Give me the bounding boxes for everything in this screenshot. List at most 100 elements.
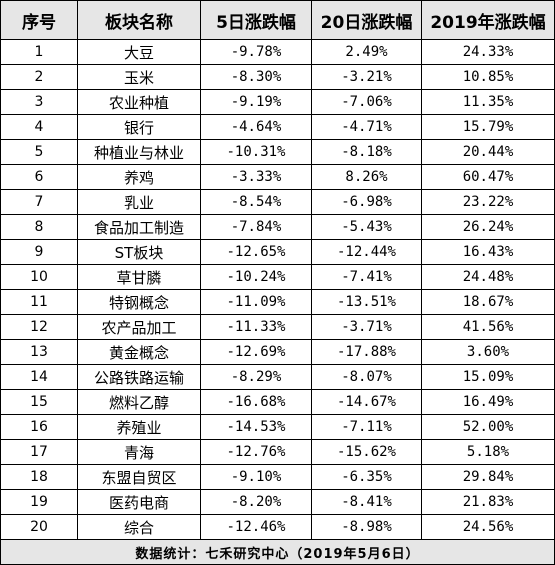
change-20day: -17.88%	[311, 339, 422, 365]
change-5day: -8.54%	[200, 189, 312, 215]
footer-row: 数据统计：七禾研究中心（2019年5月6日）	[0, 539, 555, 565]
sector-name: 公路铁路运输	[77, 364, 201, 390]
table-row: 10 草甘膦 -10.24% -7.41% 24.48%	[0, 264, 555, 290]
sector-name: 农业种植	[77, 89, 201, 115]
sector-name: 乳业	[77, 189, 201, 215]
change-5day: -7.84%	[200, 214, 312, 240]
row-index: 16	[0, 414, 78, 440]
sector-name: 医药电商	[77, 489, 201, 515]
sector-name: 黄金概念	[77, 339, 201, 365]
change-2019: 23.22%	[421, 189, 555, 215]
change-20day: 8.26%	[311, 164, 422, 190]
change-2019: 60.47%	[421, 164, 555, 190]
change-2019: 16.43%	[421, 239, 555, 265]
change-20day: -7.11%	[311, 414, 422, 440]
row-index: 7	[0, 189, 78, 215]
change-5day: -3.33%	[200, 164, 312, 190]
sector-name: 东盟自贸区	[77, 464, 201, 490]
change-2019: 41.56%	[421, 314, 555, 340]
sector-name: 种植业与林业	[77, 139, 201, 165]
table-row: 4 银行 -4.64% -4.71% 15.79%	[0, 114, 555, 140]
row-index: 5	[0, 139, 78, 165]
header-2019-change: 2019年涨跌幅	[421, 0, 555, 40]
change-5day: -8.29%	[200, 364, 312, 390]
sector-name: 食品加工制造	[77, 214, 201, 240]
change-2019: 11.35%	[421, 89, 555, 115]
row-index: 9	[0, 239, 78, 265]
table-row: 6 养鸡 -3.33% 8.26% 60.47%	[0, 164, 555, 190]
header-5day-change: 5日涨跌幅	[200, 0, 312, 40]
change-20day: -3.71%	[311, 314, 422, 340]
sector-name: 燃料乙醇	[77, 389, 201, 415]
row-index: 15	[0, 389, 78, 415]
sector-name: 养殖业	[77, 414, 201, 440]
row-index: 11	[0, 289, 78, 315]
table-row: 20 综合 -12.46% -8.98% 24.56%	[0, 514, 555, 540]
sector-name: 养鸡	[77, 164, 201, 190]
change-5day: -12.65%	[200, 239, 312, 265]
change-2019: 24.33%	[421, 39, 555, 65]
change-2019: 16.49%	[421, 389, 555, 415]
change-20day: -4.71%	[311, 114, 422, 140]
change-5day: -11.33%	[200, 314, 312, 340]
table-body: 1 大豆 -9.78% 2.49% 24.33% 2 玉米 -8.30% -3.21% 10.85…	[0, 39, 555, 540]
table-row: 9 ST板块 -12.65% -12.44% 16.43%	[0, 239, 555, 265]
sector-name: 草甘膦	[77, 264, 201, 290]
header-sector-name: 板块名称	[77, 0, 201, 40]
change-2019: 5.18%	[421, 439, 555, 465]
change-2019: 18.67%	[421, 289, 555, 315]
change-5day: -10.31%	[200, 139, 312, 165]
table-row: 5 种植业与林业 -10.31% -8.18% 20.44%	[0, 139, 555, 165]
row-index: 2	[0, 64, 78, 90]
sector-name: 特钢概念	[77, 289, 201, 315]
change-20day: -8.07%	[311, 364, 422, 390]
row-index: 13	[0, 339, 78, 365]
table-row: 1 大豆 -9.78% 2.49% 24.33%	[0, 39, 555, 65]
change-5day: -8.30%	[200, 64, 312, 90]
change-2019: 15.09%	[421, 364, 555, 390]
table-header: 序号 板块名称 5日涨跌幅 20日涨跌幅 2019年涨跌幅	[0, 0, 555, 40]
table-row: 8 食品加工制造 -7.84% -5.43% 26.24%	[0, 214, 555, 240]
change-2019: 20.44%	[421, 139, 555, 165]
change-20day: -12.44%	[311, 239, 422, 265]
change-20day: -8.18%	[311, 139, 422, 165]
change-20day: -13.51%	[311, 289, 422, 315]
change-20day: -3.21%	[311, 64, 422, 90]
row-index: 14	[0, 364, 78, 390]
change-2019: 3.60%	[421, 339, 555, 365]
change-5day: -8.20%	[200, 489, 312, 515]
change-2019: 26.24%	[421, 214, 555, 240]
sector-name: ST板块	[77, 239, 201, 265]
header-20day-change: 20日涨跌幅	[311, 0, 422, 40]
row-index: 1	[0, 39, 78, 65]
change-20day: -8.98%	[311, 514, 422, 540]
change-20day: -14.67%	[311, 389, 422, 415]
change-5day: -10.24%	[200, 264, 312, 290]
change-20day: -15.62%	[311, 439, 422, 465]
table-row: 12 农产品加工 -11.33% -3.71% 41.56%	[0, 314, 555, 340]
table-row: 15 燃料乙醇 -16.68% -14.67% 16.49%	[0, 389, 555, 415]
table-row: 18 东盟自贸区 -9.10% -6.35% 29.84%	[0, 464, 555, 490]
change-5day: -4.64%	[200, 114, 312, 140]
sector-name: 青海	[77, 439, 201, 465]
sector-name: 农产品加工	[77, 314, 201, 340]
row-index: 10	[0, 264, 78, 290]
table-row: 3 农业种植 -9.19% -7.06% 11.35%	[0, 89, 555, 115]
row-index: 12	[0, 314, 78, 340]
table-row: 7 乳业 -8.54% -6.98% 23.22%	[0, 189, 555, 215]
table-row: 13 黄金概念 -12.69% -17.88% 3.60%	[0, 339, 555, 365]
change-5day: -9.19%	[200, 89, 312, 115]
change-20day: -6.98%	[311, 189, 422, 215]
change-2019: 15.79%	[421, 114, 555, 140]
row-index: 18	[0, 464, 78, 490]
header-row: 序号 板块名称 5日涨跌幅 20日涨跌幅 2019年涨跌幅	[0, 0, 555, 40]
change-5day: -12.69%	[200, 339, 312, 365]
change-5day: -9.10%	[200, 464, 312, 490]
sector-name: 综合	[77, 514, 201, 540]
row-index: 17	[0, 439, 78, 465]
change-20day: 2.49%	[311, 39, 422, 65]
row-index: 3	[0, 89, 78, 115]
header-index: 序号	[0, 0, 78, 40]
data-source-note: 数据统计：七禾研究中心（2019年5月6日）	[0, 539, 555, 565]
sector-name: 银行	[77, 114, 201, 140]
